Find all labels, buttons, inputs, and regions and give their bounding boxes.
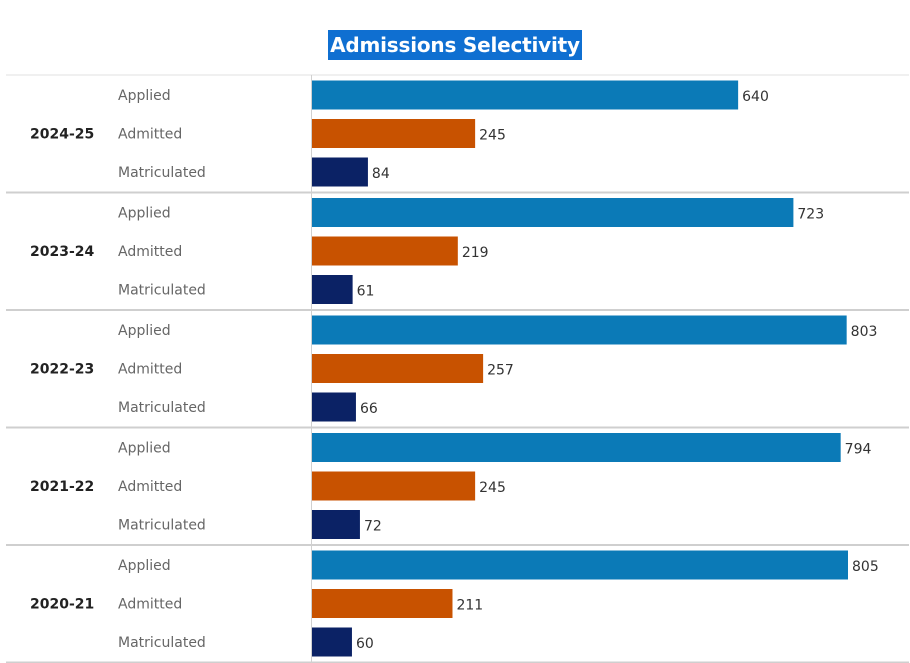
- bar-applied: [312, 198, 794, 227]
- value-label: 211: [456, 598, 483, 614]
- bar-applied: [312, 433, 841, 462]
- year-label: 2023-24: [30, 244, 95, 260]
- value-label: 805: [852, 559, 879, 575]
- category-label: Admitted: [118, 479, 182, 495]
- year-label: 2020-21: [30, 597, 94, 613]
- value-label: 66: [360, 401, 378, 417]
- category-label: Matriculated: [118, 165, 206, 181]
- category-label: Admitted: [118, 244, 182, 260]
- bar-matriculated: [312, 627, 352, 657]
- bar-admitted: [312, 236, 458, 266]
- value-label: 245: [479, 480, 506, 496]
- category-label: Matriculated: [118, 283, 206, 299]
- category-label: Admitted: [118, 362, 182, 378]
- value-label: 84: [372, 166, 390, 182]
- category-label: Applied: [118, 88, 171, 104]
- value-label: 61: [357, 284, 375, 300]
- category-label: Admitted: [118, 127, 182, 143]
- category-label: Applied: [118, 206, 171, 222]
- bar-applied: [312, 315, 847, 345]
- value-label: 219: [462, 245, 489, 261]
- year-label: 2022-23: [30, 362, 94, 378]
- category-label: Applied: [118, 323, 171, 339]
- bar-admitted: [312, 119, 476, 148]
- value-label: 245: [479, 128, 506, 144]
- category-label: Applied: [118, 558, 171, 574]
- category-label: Matriculated: [118, 635, 206, 651]
- bar-admitted: [312, 471, 476, 501]
- bar-admitted: [312, 589, 453, 618]
- value-label: 723: [797, 207, 824, 223]
- category-label: Matriculated: [118, 518, 206, 534]
- year-label: 2021-22: [30, 479, 94, 495]
- value-label: 794: [845, 442, 872, 458]
- value-label: 640: [742, 89, 769, 105]
- value-label: 72: [364, 519, 382, 535]
- bar-applied: [312, 80, 739, 110]
- category-label: Matriculated: [118, 400, 206, 416]
- bar-matriculated: [312, 157, 368, 187]
- title-wrap: Admissions Selectivity: [0, 30, 910, 60]
- bar-matriculated: [312, 510, 360, 539]
- year-label: 2024-25: [30, 127, 94, 143]
- bar-matriculated: [312, 275, 353, 304]
- category-label: Applied: [118, 441, 171, 457]
- value-label: 803: [851, 324, 878, 340]
- value-label: 60: [356, 636, 374, 652]
- bar-matriculated: [312, 392, 356, 422]
- category-label: Admitted: [118, 597, 182, 613]
- chart-title: Admissions Selectivity: [328, 30, 582, 60]
- bar-applied: [312, 550, 848, 580]
- value-label: 257: [487, 363, 514, 379]
- bar-admitted: [312, 354, 484, 383]
